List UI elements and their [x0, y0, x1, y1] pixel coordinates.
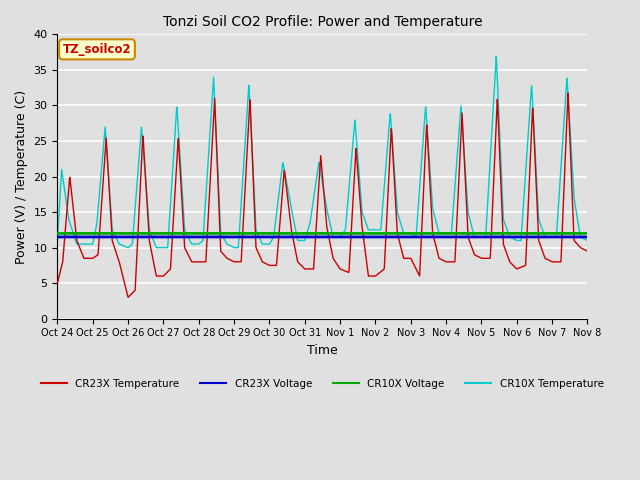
Y-axis label: Power (V) / Temperature (C): Power (V) / Temperature (C)	[15, 89, 28, 264]
Legend: CR23X Temperature, CR23X Voltage, CR10X Voltage, CR10X Temperature: CR23X Temperature, CR23X Voltage, CR10X …	[37, 375, 608, 393]
X-axis label: Time: Time	[307, 344, 338, 357]
Text: TZ_soilco2: TZ_soilco2	[63, 43, 131, 56]
Title: Tonzi Soil CO2 Profile: Power and Temperature: Tonzi Soil CO2 Profile: Power and Temper…	[163, 15, 483, 29]
